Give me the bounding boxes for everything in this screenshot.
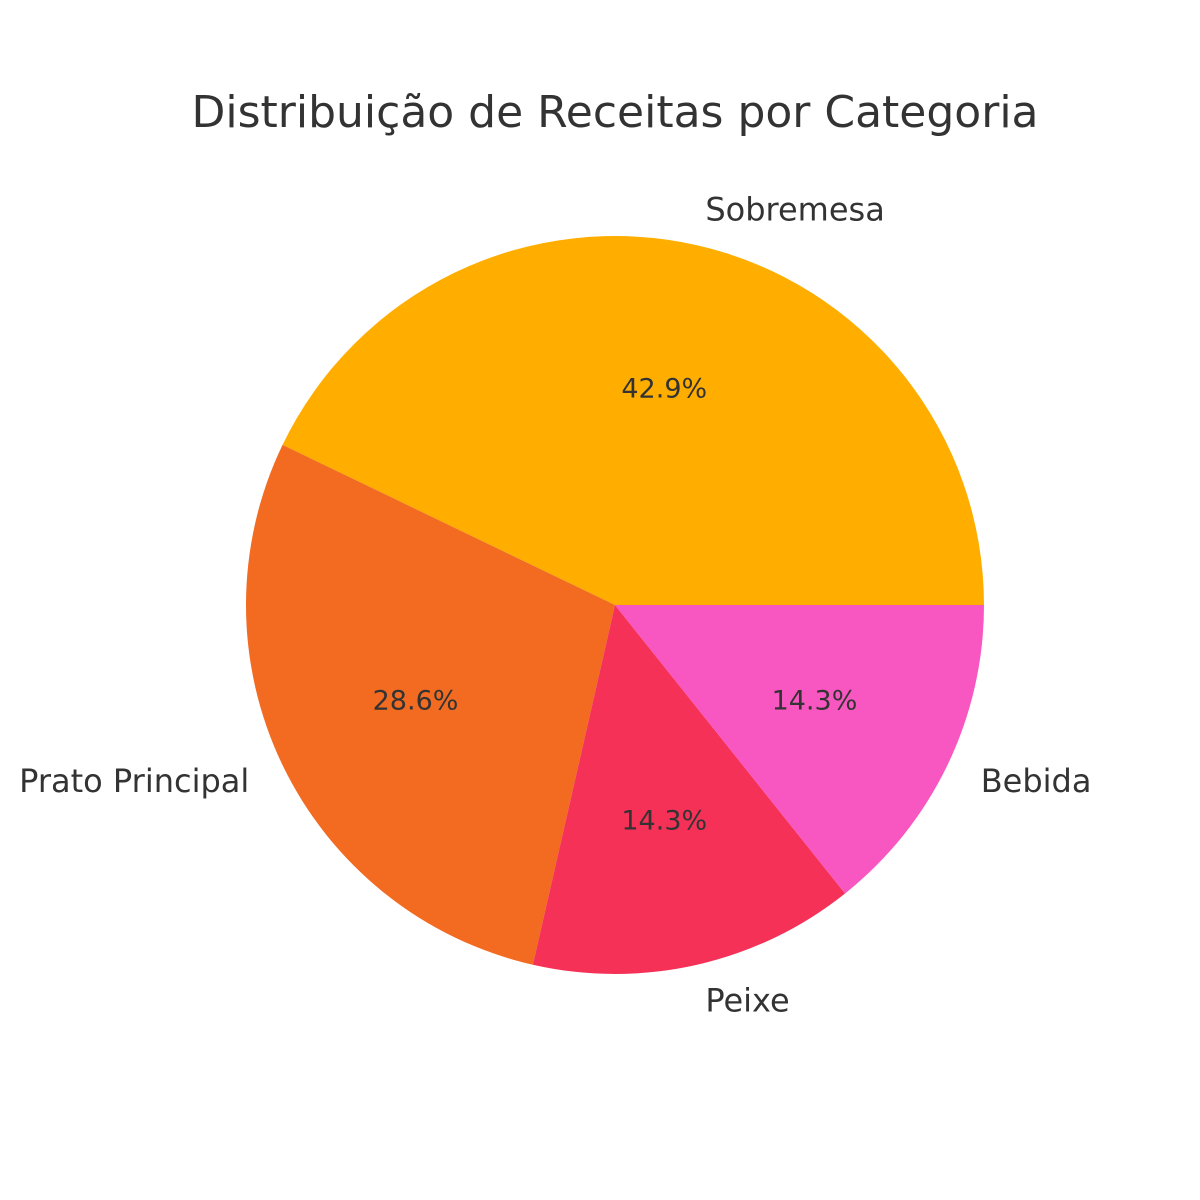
pct-label-sobremesa: 42.9%	[621, 374, 707, 405]
category-label-bebida: Bebida	[981, 762, 1092, 800]
pie-slice-peixe	[532, 605, 846, 975]
pie-slice-prato-principal	[246, 444, 615, 965]
pie-labels: 42.9% Sobremesa 28.6% Prato Principal 14.3% P…	[19, 190, 1091, 1019]
chart-title: Distribuição de Receitas por Categoria	[191, 87, 1038, 138]
pct-label-bebida: 14.3%	[772, 686, 858, 717]
category-label-sobremesa: Sobremesa	[705, 190, 884, 228]
pie-slice-sobremesa	[282, 235, 984, 605]
category-label-peixe: Peixe	[705, 982, 789, 1020]
pie-slice-bebida	[615, 605, 984, 894]
pct-label-prato-principal: 28.6%	[373, 686, 459, 717]
pct-label-peixe: 14.3%	[621, 805, 707, 836]
pie-slices	[246, 235, 984, 975]
category-label-prato-principal: Prato Principal	[19, 762, 249, 800]
